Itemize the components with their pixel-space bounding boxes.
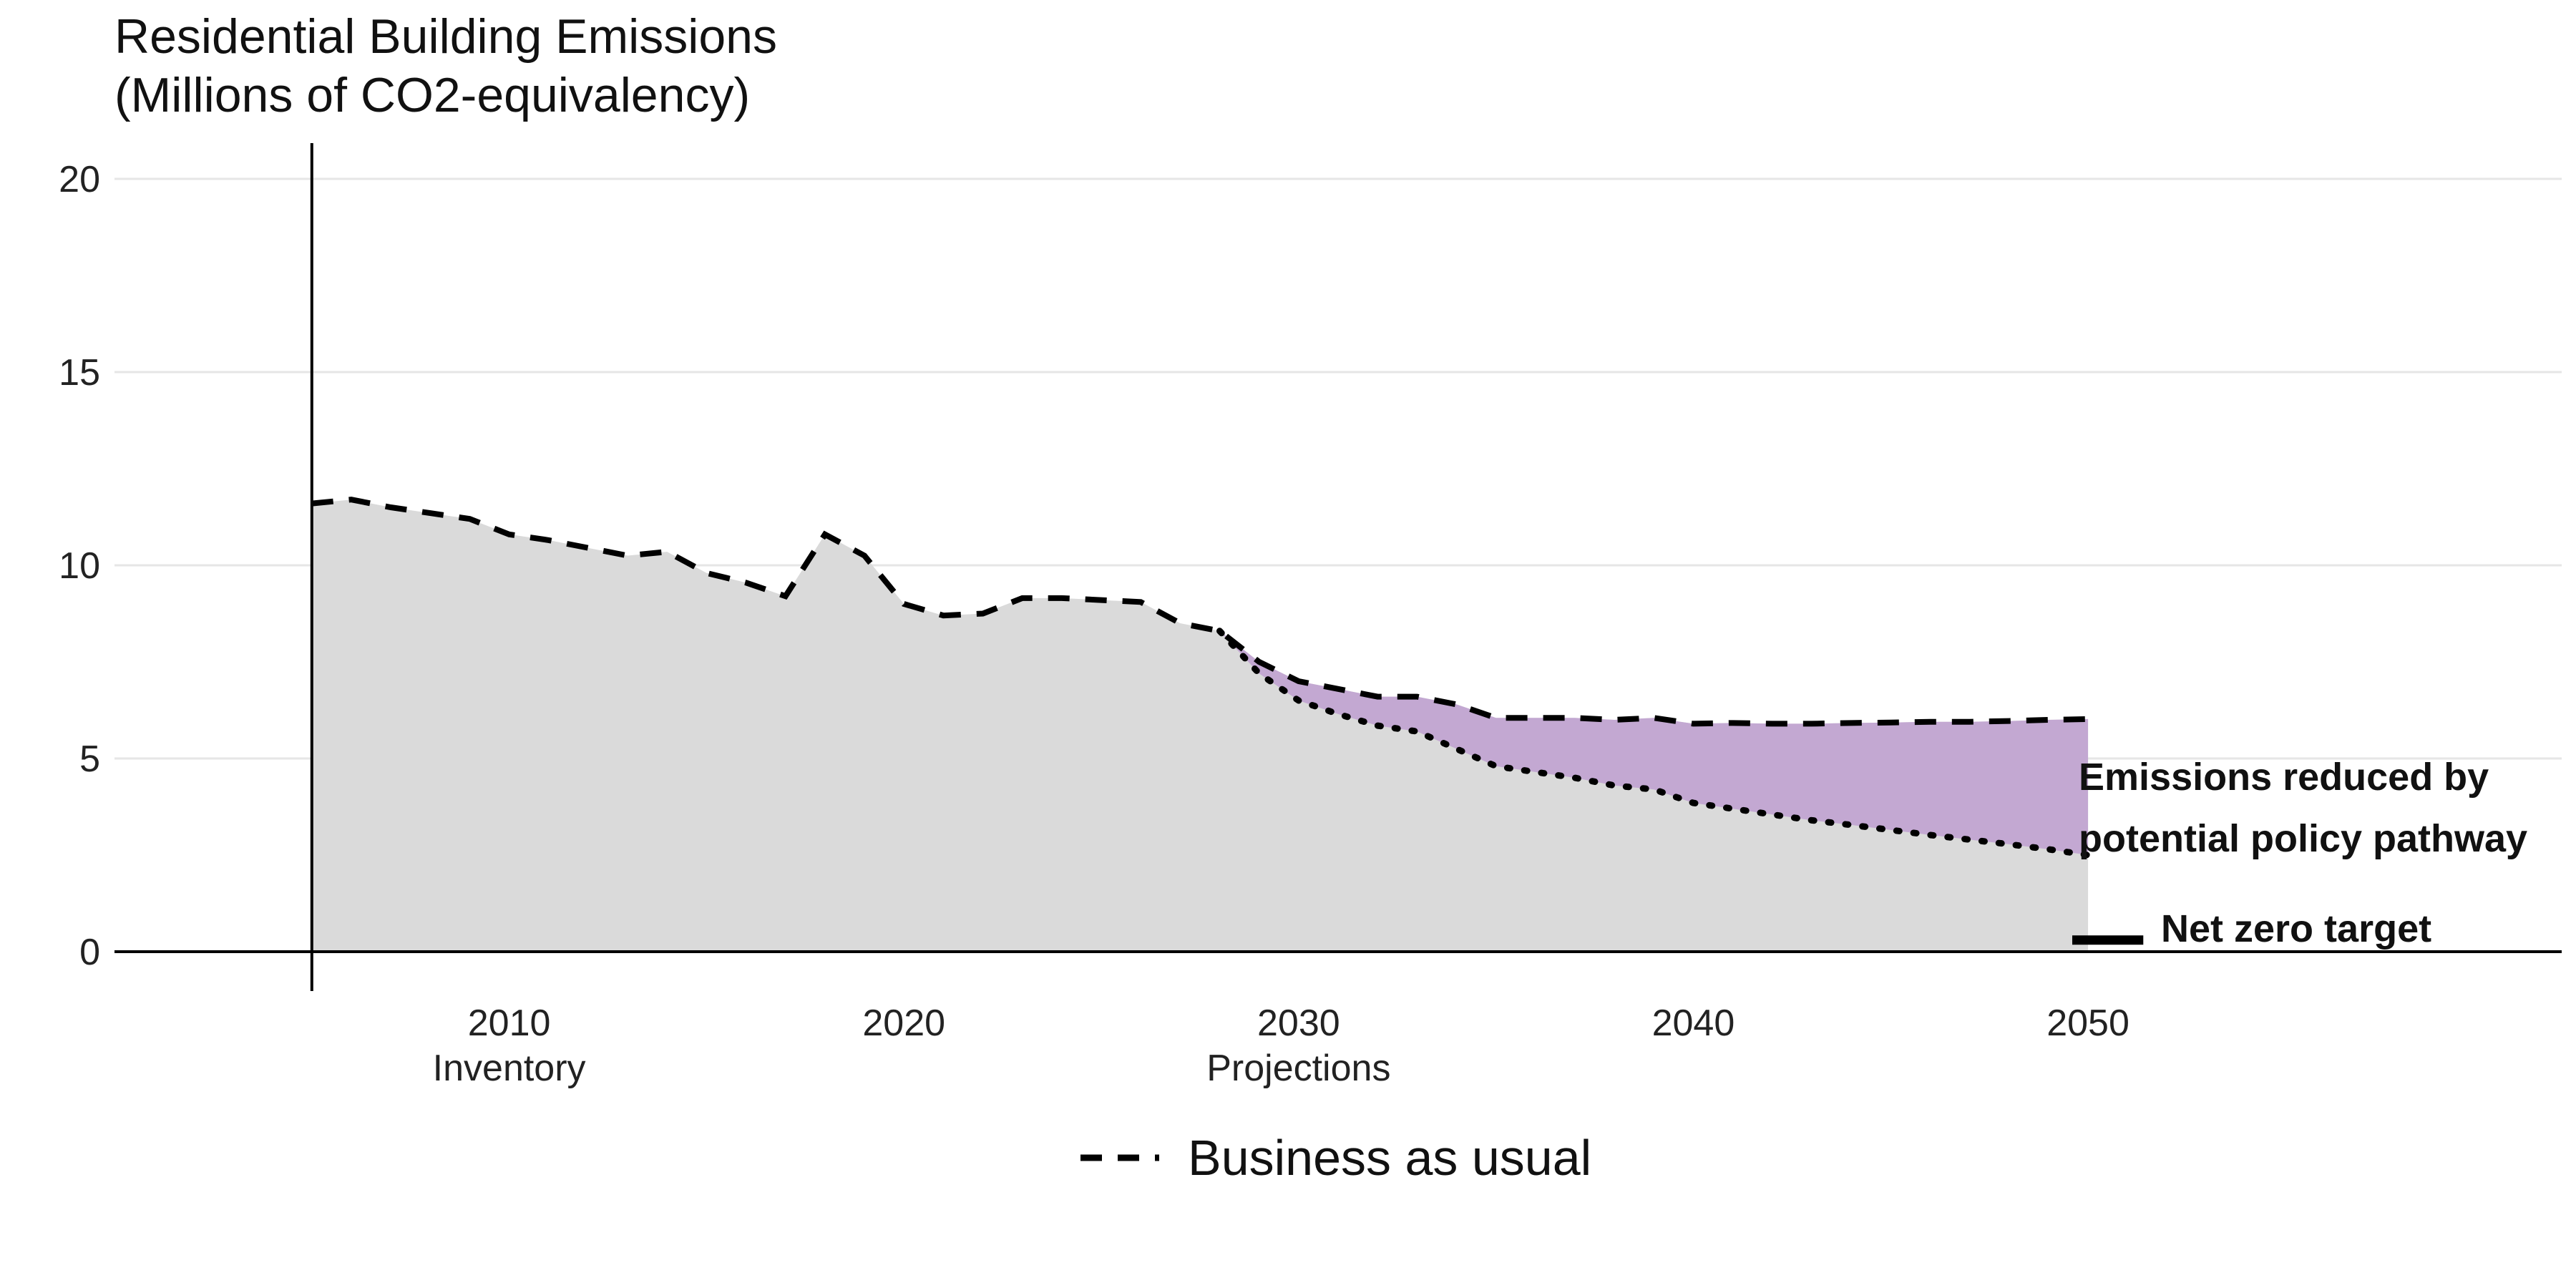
- chart-title-line-1: Residential Building Emissions: [114, 9, 777, 64]
- business-as-usual-line: [311, 497, 2089, 727]
- x-tick-sublabel-projections: Projections: [1206, 1048, 1390, 1089]
- series-lines: [311, 497, 2092, 859]
- legend-label-business-as-usual: Business as usual: [1188, 1130, 1591, 1186]
- y-tick-label-20: 20: [59, 159, 100, 200]
- x-tick-label-2030: 2030: [1257, 1002, 1340, 1044]
- bau-area: [311, 499, 2089, 952]
- reduction-annotation-line-1: Emissions reduced by: [2079, 756, 2489, 799]
- legend: Business as usual: [1080, 1130, 1591, 1186]
- y-tick-labels: 0 5 10 15 20: [59, 159, 100, 973]
- x-tick-label-2020: 2020: [862, 1002, 945, 1044]
- x-tick-label-2040: 2040: [1652, 1002, 1735, 1044]
- policy-pathway-line: [1216, 628, 2092, 859]
- reduction-area: [1219, 630, 2089, 855]
- chart-title-line-2: (Millions of CO2-equivalency): [114, 68, 750, 122]
- x-tick-label-2010: 2010: [468, 1002, 551, 1044]
- reduction-annotation-line-2: potential policy pathway: [2079, 817, 2527, 860]
- y-tick-label-0: 0: [79, 932, 100, 973]
- axes: [114, 143, 2562, 991]
- net-zero-label: Net zero target: [2161, 907, 2431, 950]
- y-tick-label-10: 10: [59, 545, 100, 587]
- x-tick-sublabel-inventory: Inventory: [433, 1048, 586, 1089]
- area-layer: [311, 499, 2089, 952]
- x-tick-label-2050: 2050: [2046, 1002, 2129, 1044]
- y-tick-label-5: 5: [79, 738, 100, 780]
- y-tick-label-15: 15: [59, 352, 100, 394]
